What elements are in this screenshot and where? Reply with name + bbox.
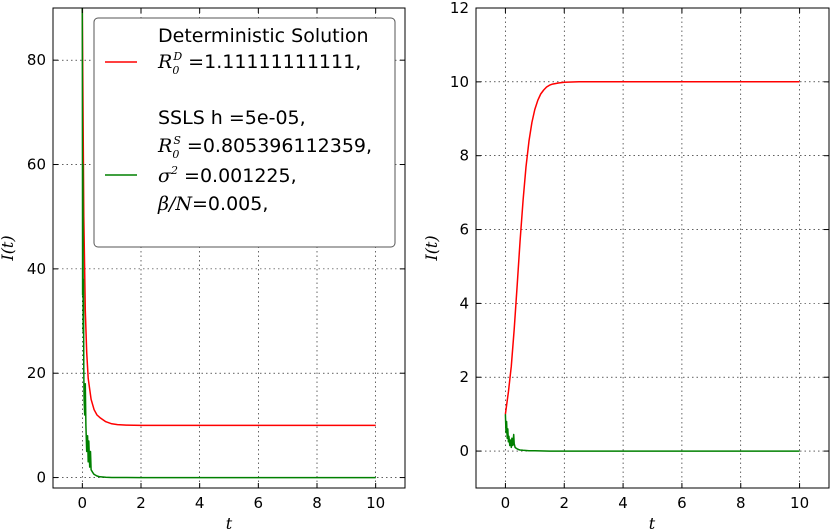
y-tick-label: 4 bbox=[459, 294, 469, 312]
x-tick-label: 2 bbox=[559, 494, 569, 512]
left-ticks: 0 2 4 6 8 10 0 20 40 60 80 bbox=[27, 8, 405, 512]
x-tick-label: 2 bbox=[136, 494, 146, 512]
x-tick-label: 8 bbox=[312, 494, 322, 512]
y-tick-label: 2 bbox=[459, 368, 469, 386]
y-tick-label: 80 bbox=[27, 51, 46, 69]
x-tick-label: 0 bbox=[78, 494, 88, 512]
y-tick-label: 6 bbox=[459, 221, 469, 239]
right-x-axis-label: t bbox=[649, 514, 656, 532]
series-line-0 bbox=[504, 81, 800, 415]
series-line-0 bbox=[81, 7, 376, 427]
y-tick-label: 40 bbox=[27, 260, 46, 278]
x-tick-label: 6 bbox=[254, 494, 264, 512]
left-axes-frame bbox=[52, 7, 406, 489]
x-tick-label: 8 bbox=[736, 494, 746, 512]
legend-entry2-line3: σ2 =0.001225, bbox=[158, 164, 297, 187]
y-tick-label: 0 bbox=[459, 442, 469, 460]
y-tick-label: 12 bbox=[450, 0, 469, 17]
legend-entry1-line1: Deterministic Solution bbox=[158, 25, 369, 47]
y-tick-label: 8 bbox=[459, 147, 469, 165]
series-line-1 bbox=[504, 414, 800, 452]
legend-entry2-line4: β/N=0.005, bbox=[157, 193, 268, 215]
x-tick-label: 10 bbox=[366, 494, 385, 512]
right-axes-frame bbox=[475, 7, 830, 489]
legend-box bbox=[93, 17, 396, 248]
right-ticks: 0 2 4 6 8 10 0 2 4 6 8 10 12 bbox=[450, 0, 829, 512]
y-tick-label: 10 bbox=[450, 73, 469, 91]
legend: Deterministic Solution R0D =1.1111111111… bbox=[93, 17, 396, 248]
legend-entry2-line1: SSLS h =5e-05, bbox=[158, 107, 306, 129]
right-y-axis-label: I(t) bbox=[422, 235, 441, 261]
x-tick-label: 4 bbox=[195, 494, 205, 512]
x-tick-label: 0 bbox=[501, 494, 511, 512]
right-chart-panel: 0 2 4 6 8 10 0 2 4 6 8 10 12 t I(t) bbox=[422, 0, 830, 532]
x-tick-label: 10 bbox=[790, 494, 809, 512]
left-series-lines bbox=[81, 7, 376, 479]
left-chart-panel: 0 2 4 6 8 10 0 20 40 60 80 t I(t) Deterministic So… bbox=[0, 7, 406, 532]
y-tick-label: 20 bbox=[27, 364, 46, 382]
x-tick-label: 6 bbox=[677, 494, 687, 512]
y-tick-label: 60 bbox=[27, 156, 46, 174]
left-y-axis-label: I(t) bbox=[0, 235, 17, 261]
left-x-axis-label: t bbox=[226, 514, 233, 532]
legend-entry1-line2: R0D =1.11111111111, bbox=[157, 50, 361, 77]
legend-entry2-line2: R0S =0.805396112359, bbox=[157, 134, 372, 161]
right-series-lines bbox=[504, 81, 800, 452]
series-line-1 bbox=[81, 7, 376, 479]
x-tick-label: 4 bbox=[618, 494, 628, 512]
y-tick-label: 0 bbox=[36, 469, 46, 487]
